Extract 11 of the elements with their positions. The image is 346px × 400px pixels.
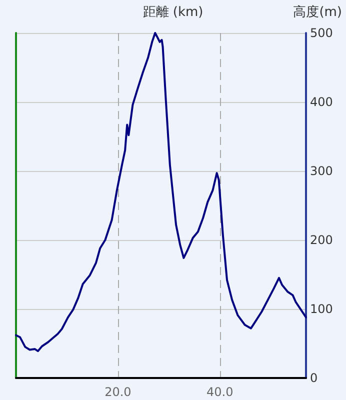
y-tick-label: 200 [310, 233, 333, 247]
y-axis-title: 高度(m) [293, 4, 342, 20]
y-tick-label: 300 [310, 164, 333, 178]
x-tick-label: 20.0 [104, 385, 132, 399]
y-tick-label: 0 [310, 371, 318, 385]
y-tick-label: 100 [310, 302, 333, 316]
line-series [15, 32, 307, 352]
x-axis-title: 距離 (km) [142, 5, 204, 20]
y-tick-label: 400 [310, 95, 333, 109]
x-tick-label: 40.0 [206, 385, 234, 399]
y-tick-label: 500 [310, 26, 333, 40]
